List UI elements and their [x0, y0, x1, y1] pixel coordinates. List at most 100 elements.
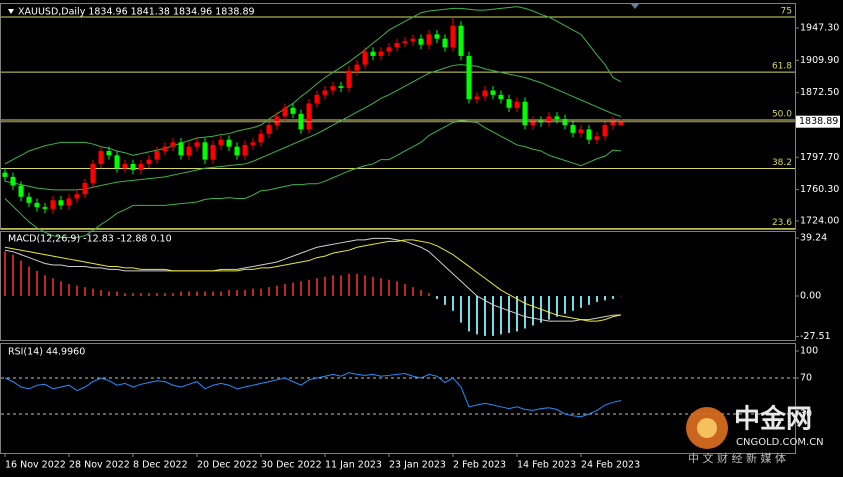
macd-bar	[132, 293, 134, 296]
macd-bar	[380, 278, 382, 296]
macd-bar	[188, 291, 190, 296]
macd-bar	[292, 282, 294, 296]
macd-bar	[60, 281, 62, 296]
candle-body	[66, 198, 72, 206]
macd-bar	[220, 291, 222, 296]
candle-body	[90, 163, 96, 183]
x-tick-label: 24 Feb 2023	[581, 460, 640, 471]
y-tick-label: 1909.90	[800, 55, 839, 66]
fib-label: 23.6	[772, 218, 792, 228]
macd-bar	[252, 288, 254, 296]
candle-body	[410, 38, 416, 42]
macd-bar	[324, 276, 326, 296]
macd-bar	[388, 279, 390, 296]
macd-bar	[372, 276, 374, 296]
candle-body	[466, 55, 472, 100]
last-price-label: 1838.89	[799, 116, 838, 127]
x-tick-label: 20 Dec 2022	[197, 460, 258, 471]
x-tick-label: 30 Dec 2022	[261, 460, 322, 471]
candle-body	[378, 51, 384, 56]
macd-bar	[564, 295, 566, 314]
macd-signal	[4, 239, 622, 322]
macd-bar	[236, 290, 238, 296]
logo-inner	[697, 418, 717, 438]
price-panel	[0, 3, 796, 230]
macd-bar	[436, 295, 438, 299]
candle-body	[394, 42, 400, 48]
macd-bar	[276, 285, 278, 296]
candle-body	[202, 142, 208, 160]
x-tick-label: 14 Feb 2023	[517, 460, 576, 471]
candle-body	[250, 142, 256, 145]
candle-body	[194, 142, 200, 147]
macd-main	[4, 237, 622, 322]
macd-bar	[548, 295, 550, 320]
macd-bar	[164, 293, 166, 296]
macd-bar	[556, 295, 558, 317]
candle-body	[530, 120, 536, 126]
candle-body	[594, 136, 600, 140]
candle-body	[218, 139, 224, 145]
macd-bar	[500, 295, 502, 335]
candle-body	[306, 103, 312, 130]
candle-body	[58, 200, 64, 206]
candle-body	[290, 107, 296, 114]
y-tick-label: 1947.30	[800, 23, 839, 34]
macd-bar	[108, 291, 110, 296]
candle-body	[274, 116, 280, 126]
candle-body	[234, 146, 240, 156]
candle-body	[434, 34, 440, 39]
candle-body	[322, 90, 328, 95]
macd-bar	[484, 295, 486, 336]
watermark: 中金网 CNGOLD.COM.CN 中 文 财 经 新 媒 体	[686, 404, 824, 465]
candle-body	[242, 144, 248, 156]
macd-bar	[356, 273, 358, 296]
candle-body	[370, 51, 376, 56]
y-tick-label: 1724.00	[800, 215, 839, 226]
candle-body	[506, 99, 512, 108]
macd-bar	[468, 295, 470, 332]
macd-bar	[588, 295, 590, 305]
macd-bar	[316, 278, 318, 296]
macd-bar	[460, 295, 462, 323]
macd-bar	[332, 275, 334, 296]
y-tick-label: 30	[800, 409, 812, 420]
candle-body	[426, 34, 432, 45]
candle-body	[442, 38, 448, 48]
macd-bar	[308, 279, 310, 296]
candle-body	[346, 70, 352, 88]
candle-body	[610, 120, 616, 126]
macd-bar	[124, 293, 126, 296]
candle-body	[106, 150, 112, 156]
candle-body	[586, 129, 592, 140]
candle-body	[114, 155, 120, 169]
candle-body	[362, 51, 368, 65]
y-tick-label: 1760.30	[800, 184, 839, 195]
menu-arrow	[8, 9, 14, 14]
candle-body	[338, 86, 344, 88]
candle-body	[602, 125, 608, 137]
candle-body	[482, 90, 488, 97]
macd-bar	[572, 295, 574, 311]
candle-body	[42, 207, 48, 209]
candle-body	[578, 129, 584, 133]
candle-body	[546, 116, 552, 123]
candle-body	[418, 38, 424, 45]
candle-body	[186, 146, 192, 156]
macd-bar	[76, 285, 78, 296]
y-tick-label: 1872.50	[800, 87, 839, 98]
fib-label: 61.8	[772, 62, 792, 72]
macd-bar	[364, 275, 366, 296]
candle-body	[2, 172, 8, 177]
x-tick-label: 8 Dec 2022	[133, 460, 188, 471]
y-tick-label: 0.00	[800, 290, 821, 301]
macd-bar	[420, 290, 422, 296]
macd-bar	[412, 287, 414, 296]
candle-body	[282, 107, 288, 117]
macd-bar	[492, 295, 494, 336]
rsi-title: RSI(14) 44.9960	[8, 347, 85, 358]
macd-bar	[172, 293, 174, 296]
x-tick-label: 23 Jan 2023	[389, 460, 446, 471]
